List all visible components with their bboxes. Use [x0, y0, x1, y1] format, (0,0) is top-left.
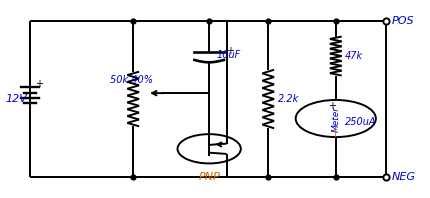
- Text: +: +: [329, 101, 336, 111]
- Text: 250uA: 250uA: [345, 117, 377, 128]
- Text: +: +: [226, 46, 234, 56]
- Text: Meter: Meter: [331, 106, 340, 131]
- Text: +: +: [35, 79, 43, 89]
- Text: POS: POS: [391, 16, 414, 26]
- Text: 10uF: 10uF: [217, 50, 241, 60]
- Text: 12V: 12V: [6, 94, 28, 104]
- Text: 2.2k: 2.2k: [277, 94, 299, 104]
- Text: |: |: [334, 127, 338, 137]
- Text: 50k 40%: 50k 40%: [110, 75, 153, 85]
- Text: 47k: 47k: [345, 51, 363, 61]
- Text: PNP: PNP: [198, 172, 220, 182]
- Text: NEG: NEG: [391, 172, 415, 182]
